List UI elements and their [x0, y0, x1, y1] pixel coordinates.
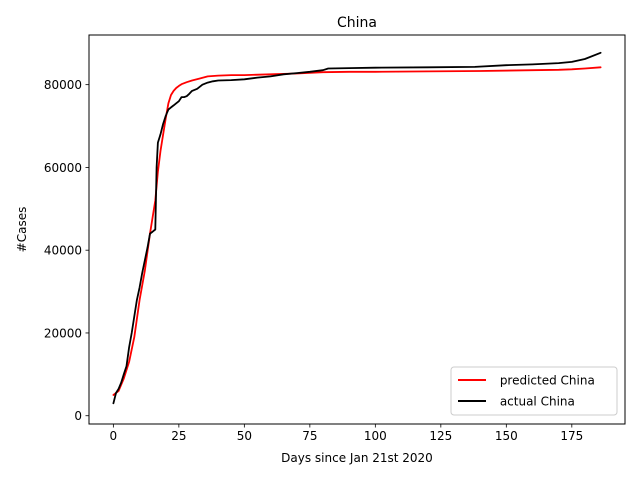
series-line-predicted-china [112, 66, 602, 396]
x-tick-label: 0 [110, 429, 118, 443]
x-tick-label: 50 [237, 429, 252, 443]
chart-title: China [337, 15, 377, 31]
y-tick-label: 60000 [44, 161, 82, 175]
y-tick-label: 20000 [44, 326, 82, 340]
legend: predicted China actual China [450, 366, 618, 416]
y-tick-label: 80000 [44, 78, 82, 92]
y-tick-label: 40000 [44, 244, 82, 258]
y-tick-label: 0 [74, 409, 82, 423]
x-tick-label: 150 [495, 429, 518, 443]
x-tick-label: 175 [560, 429, 583, 443]
series-line-actual-china [112, 51, 602, 405]
plot-frame [88, 34, 626, 425]
x-tick-label: 25 [171, 429, 186, 443]
x-axis-label: Days since Jan 21st 2020 [281, 451, 433, 465]
x-tick-label: 100 [364, 429, 387, 443]
series-lines [112, 51, 602, 405]
legend-label-predicted-china: predicted China [496, 374, 595, 388]
axis-ticks: 0 25 50 75 100 125 150 175 0 20000 40000 60000 80000 [44, 78, 583, 443]
legend-box [450, 366, 618, 416]
y-axis-label: #Cases [15, 207, 29, 253]
legend-label-actual-china: actual China [496, 395, 575, 409]
x-tick-label: 75 [302, 429, 317, 443]
x-tick-label: 125 [429, 429, 452, 443]
